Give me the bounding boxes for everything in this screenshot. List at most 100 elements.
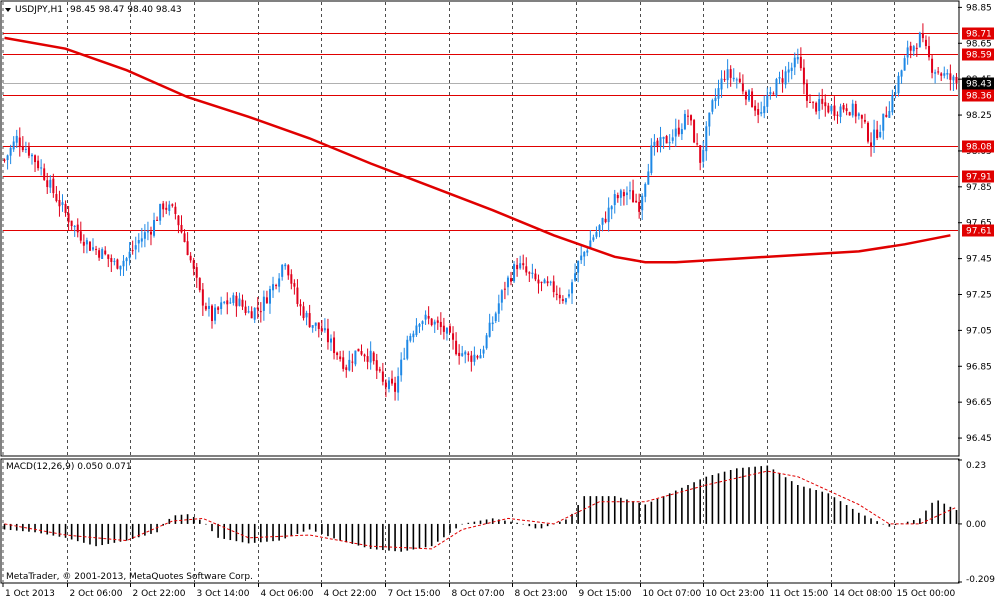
candle [522,254,525,270]
candle-body [104,250,107,255]
candle-body [229,302,232,304]
candle-body [439,321,442,328]
candle [580,245,583,264]
candle [564,297,567,305]
candle [836,111,839,124]
candle [345,364,348,378]
candle-body [674,128,677,137]
candle [686,109,689,125]
candle [421,320,424,331]
candle [946,69,949,80]
candle-body [928,45,931,58]
candle-body [903,58,906,71]
candle-body [772,93,775,95]
candle [723,70,726,82]
candle-body [827,105,830,113]
macd-bar [681,487,683,524]
candle-body [320,328,323,332]
candle [619,188,622,206]
candle [272,276,275,298]
macd-bar [449,523,451,533]
macd-bar [76,523,79,542]
candle-body [82,241,85,246]
level-tag [962,89,994,102]
candle [763,95,766,119]
macd-bar [528,523,531,527]
candle-body [183,233,186,243]
candle-body [891,95,894,113]
time-axis: 1 Oct 2013 2 Oct 06:00 2 Oct 22:00 3 Oct 14… [2,583,955,599]
candle-body [95,248,98,250]
x-tick-label: 10 Oct 23:00 [706,589,765,599]
macd-bar [113,523,116,543]
candle-body [342,357,345,369]
candle [821,88,824,110]
candle-body [546,281,549,284]
macd-bar [436,523,439,542]
candle [293,279,296,295]
candle [15,129,18,148]
candle [653,134,656,156]
candle [540,281,543,292]
candle [442,317,445,340]
candle-body [296,287,299,304]
x-tick-label: 3 Oct 14:00 [197,589,250,599]
macd-bar [583,496,586,524]
macd-bar [89,523,91,545]
candle-body [656,140,659,146]
candle-body [256,307,259,310]
candle-body [866,122,869,142]
candle [6,154,9,170]
macd-bar [638,502,640,524]
candle [897,72,900,97]
candle [467,351,470,362]
candle [662,136,665,149]
candle-body [46,180,49,188]
candle-body [290,274,293,284]
candle-body [189,255,192,261]
candle [397,367,400,401]
dropdown-triangle-icon[interactable] [5,8,11,12]
candle [76,218,79,238]
candle [287,264,290,280]
candle-body [659,137,662,147]
candle-body [519,263,522,269]
macd-bar [650,501,653,524]
candle [360,344,363,356]
candle [256,297,259,319]
candle [842,102,845,113]
candle-body [107,254,110,259]
candle-body [940,73,943,76]
macd-bar [34,523,36,533]
candle [683,110,686,131]
macd-bar [150,523,152,534]
candle [888,101,891,118]
macd-bar [510,521,512,524]
candle [104,246,107,256]
candle [635,193,638,204]
candle-body [302,306,305,319]
candle-body [272,284,275,291]
candle-body [299,304,302,307]
candle [174,202,177,220]
candle-body [818,99,821,112]
candle-body [40,167,43,169]
candle [873,119,876,153]
candle-body [720,78,723,90]
candle-body [214,307,217,321]
candle-body [802,67,805,85]
candle [262,290,265,321]
macd-bar [95,523,97,547]
candle [55,186,58,203]
candle [906,40,909,65]
candle-body [314,322,317,326]
candle [183,229,186,243]
candle [513,261,516,284]
candle-body [909,45,912,51]
candle [592,234,595,242]
candle [815,101,818,115]
candle [180,215,183,234]
candle [943,66,946,79]
candle [311,325,314,333]
